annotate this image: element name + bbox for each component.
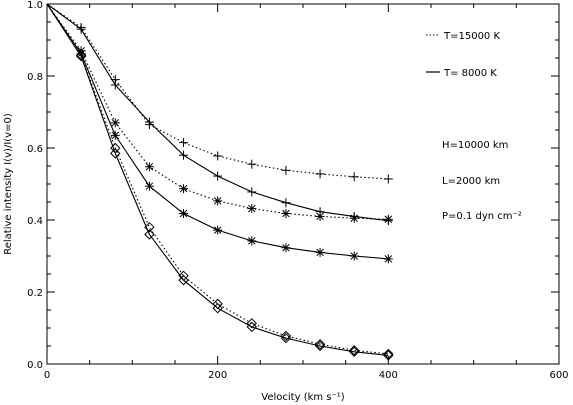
- y-tick-label: 0.2: [27, 288, 43, 299]
- data-point-diamond: [348, 345, 360, 356]
- data-point-plus: [110, 80, 120, 90]
- series-0: [46, 3, 393, 184]
- data-point-asterisk: [281, 209, 291, 219]
- data-point-diamond: [246, 318, 258, 329]
- data-point-asterisk: [315, 247, 325, 257]
- data-point-diamond: [280, 332, 292, 344]
- x-tick-label: 0: [44, 370, 50, 381]
- annotation-length: L=2000 km: [442, 176, 500, 187]
- data-point-diamond: [314, 340, 326, 352]
- data-point-diamond: [75, 50, 87, 62]
- legend: T=15000 K T= 8000 K: [426, 31, 500, 79]
- data-point-diamond: [246, 321, 258, 333]
- series-5: [46, 3, 394, 361]
- data-point-asterisk: [247, 203, 257, 213]
- y-tick-label: 0.0: [27, 360, 43, 371]
- data-point-asterisk: [213, 225, 223, 235]
- series-3: [46, 3, 393, 264]
- y-tick-label: 0.6: [27, 144, 43, 155]
- annotation-height: H=10000 km: [442, 140, 508, 151]
- data-point-asterisk: [144, 181, 154, 191]
- data-point-diamond: [144, 221, 155, 233]
- series-2: [46, 3, 393, 224]
- y-tick-label: 1.0: [27, 0, 43, 11]
- data-point-plus: [281, 165, 291, 175]
- data-point-asterisk: [315, 211, 325, 221]
- data-point-asterisk: [110, 130, 120, 140]
- data-point-plus: [281, 198, 291, 208]
- data-point-diamond: [314, 338, 326, 350]
- annotation-pressure: P=0.1 dyn cm⁻²: [442, 211, 522, 222]
- series-4: [46, 3, 394, 360]
- series-line: [46, 3, 389, 222]
- data-point-diamond: [383, 348, 394, 360]
- data-point-plus: [76, 24, 86, 34]
- data-point-asterisk: [179, 209, 189, 219]
- data-point-asterisk: [383, 214, 393, 224]
- data-point-diamond: [75, 49, 87, 61]
- x-tick-label: 600: [549, 370, 568, 381]
- data-point-asterisk: [213, 196, 223, 206]
- data-point-asterisk: [383, 254, 393, 264]
- data-point-diamond: [212, 302, 223, 314]
- data-point-diamond: [178, 274, 189, 286]
- data-point-plus: [247, 159, 257, 169]
- axis-ticks: 0 200 400 600 0.0 0.2 0.4 0.6 0.8 1.0: [27, 0, 568, 381]
- data-point-plus: [315, 169, 325, 179]
- data-point-asterisk: [349, 251, 359, 261]
- x-tick-label: 200: [208, 370, 227, 381]
- data-point-plus: [247, 187, 257, 197]
- legend-label-8000k: T= 8000 K: [443, 68, 497, 79]
- data-point-asterisk: [110, 118, 120, 128]
- series-line: [46, 3, 389, 356]
- legend-label-15000k: T=15000 K: [443, 31, 500, 42]
- data-point-diamond: [383, 350, 394, 361]
- y-tick-label: 0.8: [27, 72, 43, 83]
- data-point-plus: [383, 174, 393, 184]
- x-tick-label: 400: [379, 370, 398, 381]
- data-point-plus: [213, 151, 223, 161]
- series-line: [46, 3, 389, 220]
- data-point-asterisk: [349, 213, 359, 223]
- data-point-diamond: [144, 229, 155, 240]
- data-point-diamond: [348, 346, 360, 357]
- data-point-asterisk: [247, 236, 257, 246]
- data-point-plus: [144, 117, 154, 127]
- y-axis-label: Relative intensity I(v)/I(v=0): [3, 113, 14, 255]
- data-point-plus: [349, 172, 359, 182]
- data-point-diamond: [280, 330, 292, 342]
- series-1: [46, 3, 393, 226]
- data-point-plus: [179, 150, 189, 160]
- x-axis-label: Velocity (km s⁻¹): [261, 392, 345, 403]
- series-line: [46, 3, 389, 260]
- data-point-asterisk: [144, 162, 154, 172]
- y-tick-label: 0.4: [27, 216, 43, 227]
- series-layer: [46, 3, 394, 361]
- data-point-asterisk: [179, 184, 189, 194]
- data-point-plus: [213, 171, 223, 181]
- data-point-diamond: [110, 148, 121, 159]
- series-line: [46, 3, 389, 355]
- data-point-plus: [179, 138, 189, 148]
- data-point-asterisk: [281, 243, 291, 253]
